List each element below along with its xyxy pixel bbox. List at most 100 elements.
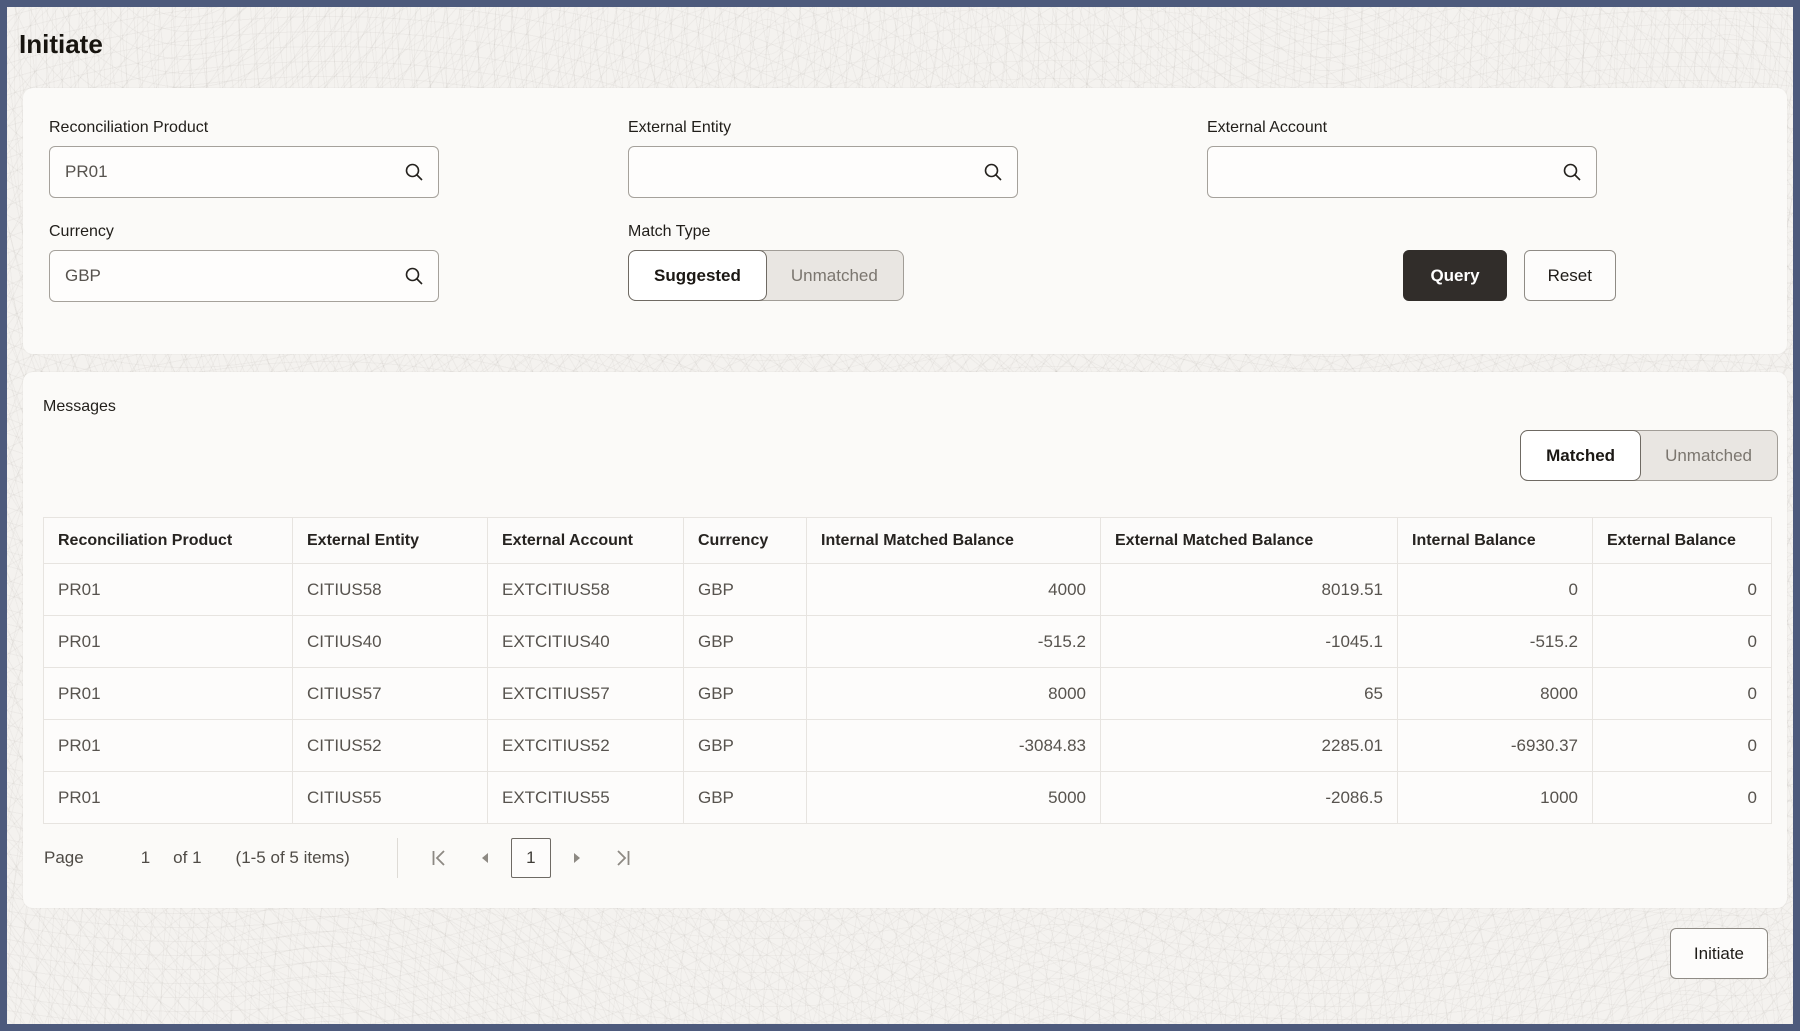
currency-input[interactable]	[49, 250, 439, 302]
field-external-entity: External Entity	[628, 118, 1018, 198]
cell-internal-balance: 1000	[1397, 771, 1593, 824]
unmatched-option[interactable]: Unmatched	[1665, 445, 1752, 465]
messages-table: Reconciliation Product External Entity Ext…	[43, 517, 1772, 824]
reconciliation-product-label: Reconciliation Product	[49, 119, 209, 136]
external-account-label: External Account	[1207, 119, 1328, 136]
cell-external-entity: CITIUS52	[292, 719, 488, 772]
cell-external-matched-balance: -1045.1	[1100, 615, 1398, 668]
cell-external-entity: CITIUS58	[292, 563, 488, 616]
search-icon[interactable]	[399, 157, 429, 187]
match-type-toggle: Suggested Unmatched	[628, 250, 904, 301]
messages-title: Messages	[43, 398, 116, 415]
cell-external-account: EXTCITIUS58	[487, 563, 684, 616]
page-title: Initiate	[19, 29, 103, 59]
cell-external-matched-balance: -2086.5	[1100, 771, 1398, 824]
column-header-internal-balance: Internal Balance	[1397, 517, 1593, 564]
field-match-type: Match Type Suggested Unmatched	[628, 222, 1018, 301]
cell-external-balance: 0	[1592, 771, 1772, 824]
column-header-external-balance: External Balance	[1592, 517, 1772, 564]
items-count-label: (1-5 of 5 items)	[235, 848, 350, 867]
column-header-external-entity: External Entity	[292, 517, 488, 564]
footer: Initiate	[7, 928, 1768, 979]
cell-internal-matched-balance: 8000	[806, 667, 1101, 720]
page-number-input[interactable]	[510, 838, 551, 878]
column-header-currency: Currency	[683, 517, 807, 564]
match-type-label: Match Type	[628, 223, 711, 240]
cell-external-balance: 0	[1592, 563, 1772, 616]
external-entity-input[interactable]	[628, 146, 1018, 198]
search-icon[interactable]	[399, 261, 429, 291]
query-button[interactable]: Query	[1403, 250, 1507, 301]
previous-page-icon[interactable]	[468, 841, 502, 875]
search-icon[interactable]	[978, 157, 1008, 187]
cell-external-balance: 0	[1592, 667, 1772, 720]
cell-currency: GBP	[683, 771, 807, 824]
search-icon[interactable]	[1557, 157, 1587, 187]
field-currency: Currency	[49, 222, 439, 302]
match-type-option-suggested[interactable]: Suggested	[628, 250, 767, 301]
page-label: Page	[44, 848, 84, 867]
field-reconciliation-product: Reconciliation Product	[49, 118, 439, 198]
last-page-icon[interactable]	[606, 841, 640, 875]
cell-internal-matched-balance: -515.2	[806, 615, 1101, 668]
cell-external-matched-balance: 2285.01	[1100, 719, 1398, 772]
cell-external-account: EXTCITIUS57	[487, 667, 684, 720]
cell-internal-matched-balance: 5000	[806, 771, 1101, 824]
cell-currency: GBP	[683, 719, 807, 772]
table-row[interactable]: PR01 CITIUS57 EXTCITIUS57 GBP 8000 65 8000 0	[43, 667, 1772, 720]
cell-internal-balance: -6930.37	[1397, 719, 1593, 772]
matched-option[interactable]: Matched	[1520, 430, 1642, 481]
cell-reconciliation-product: PR01	[43, 563, 293, 616]
page-of-label: of 1	[173, 848, 202, 867]
first-page-icon[interactable]	[422, 841, 456, 875]
cell-currency: GBP	[683, 667, 807, 720]
cell-reconciliation-product: PR01	[43, 719, 293, 772]
cell-reconciliation-product: PR01	[43, 771, 293, 824]
cell-internal-balance: -515.2	[1397, 615, 1593, 668]
cell-external-balance: 0	[1592, 615, 1772, 668]
current-page-text: 1	[140, 848, 151, 867]
cell-external-entity: CITIUS40	[292, 615, 488, 668]
filter-panel: Reconciliation Product External Entity	[23, 88, 1787, 354]
reconciliation-product-input[interactable]	[49, 146, 439, 198]
filter-row-2: Currency Match Type Suggested Unmat	[49, 222, 1778, 302]
pagination-bar: Page 1 of 1 (1-5 of 5 items)	[44, 837, 1778, 879]
cell-currency: GBP	[683, 615, 807, 668]
cell-external-balance: 0	[1592, 719, 1772, 772]
filter-actions: Query Reset	[1018, 250, 1778, 301]
column-header-external-matched-balance: External Matched Balance	[1100, 517, 1398, 564]
cell-external-account: EXTCITIUS40	[487, 615, 684, 668]
reset-button[interactable]: Reset	[1523, 250, 1616, 301]
cell-internal-matched-balance: -3084.83	[806, 719, 1101, 772]
messages-panel: Messages Matched Unmatched Reconciliatio…	[23, 372, 1787, 908]
table-row[interactable]: PR01 CITIUS52 EXTCITIUS52 GBP -3084.83 2285.0…	[43, 719, 1772, 772]
messages-toggle-row: Matched Unmatched	[43, 430, 1778, 481]
pagination-divider	[396, 838, 398, 878]
cell-external-entity: CITIUS57	[292, 667, 488, 720]
column-header-internal-matched-balance: Internal Matched Balance	[806, 517, 1101, 564]
filter-row-1: Reconciliation Product External Entity	[49, 118, 1778, 198]
matched-toggle: Matched Unmatched	[1520, 430, 1778, 481]
table-row[interactable]: PR01 CITIUS55 EXTCITIUS55 GBP 5000 -2086.5 100…	[43, 771, 1772, 824]
cell-internal-balance: 0	[1397, 563, 1593, 616]
table-row[interactable]: PR01 CITIUS40 EXTCITIUS40 GBP -515.2 -1045.1-…	[43, 615, 1772, 668]
cell-reconciliation-product: PR01	[43, 667, 293, 720]
match-type-option-unmatched[interactable]: Unmatched	[790, 265, 878, 285]
cell-external-entity: CITIUS55	[292, 771, 488, 824]
initiate-button[interactable]: Initiate	[1669, 928, 1768, 979]
cell-internal-matched-balance: 4000	[806, 563, 1101, 616]
external-entity-label: External Entity	[628, 119, 732, 136]
external-account-input[interactable]	[1207, 146, 1597, 198]
cell-internal-balance: 8000	[1397, 667, 1593, 720]
cell-external-account: EXTCITIUS55	[487, 771, 684, 824]
currency-label: Currency	[49, 223, 114, 240]
cell-external-account: EXTCITIUS52	[487, 719, 684, 772]
cell-currency: GBP	[683, 563, 807, 616]
cell-reconciliation-product: PR01	[43, 615, 293, 668]
next-page-icon[interactable]	[560, 841, 594, 875]
table-row[interactable]: PR01 CITIUS58 EXTCITIUS58 GBP 4000 8019.51 0 0	[43, 563, 1772, 616]
column-header-external-account: External Account	[487, 517, 684, 564]
table-header: Reconciliation Product External Entity Ext…	[43, 517, 1772, 564]
cell-external-matched-balance: 65	[1100, 667, 1398, 720]
